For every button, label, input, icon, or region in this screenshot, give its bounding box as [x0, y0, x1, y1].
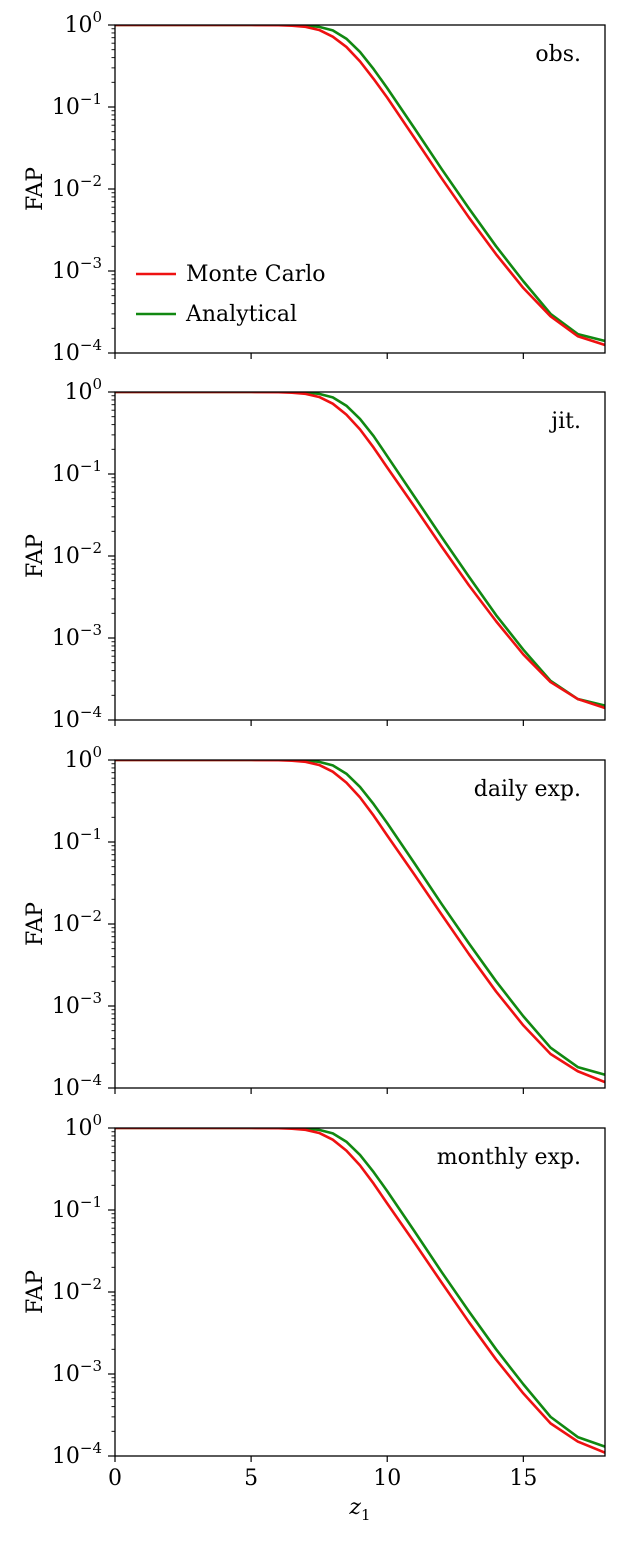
- axes-frame-3: [114, 759, 606, 1089]
- y-axis-label: FAP: [23, 534, 48, 578]
- panel-label: obs.: [535, 42, 581, 67]
- y-tick-label: 10−4: [52, 703, 102, 733]
- y-tick-label: 10−1: [52, 90, 102, 120]
- axes-frame-4: [114, 1127, 606, 1457]
- panel-label: daily exp.: [474, 777, 581, 802]
- y-tick-label: 10−3: [52, 1357, 102, 1387]
- series-line-analytical-2: [115, 392, 605, 707]
- y-tick-label: 10−2: [52, 172, 102, 202]
- y-tick-label: 10−3: [52, 254, 102, 284]
- panel-4: 0 5 10 15 100 10−1 10−2 10−3 10−4 FAP monthly exp.: [23, 1111, 606, 1491]
- x-tick-label: 15: [509, 1466, 537, 1491]
- x-tick-label: 10: [373, 1466, 401, 1491]
- y-tick-label: 10−1: [52, 1193, 102, 1223]
- y-tick-label: 100: [64, 375, 102, 405]
- series-line-analytical-4: [115, 1128, 605, 1448]
- y-tick-label: 100: [64, 1111, 102, 1141]
- y-tick-label: 10−3: [52, 621, 102, 651]
- legend: Monte Carlo Analytical: [136, 262, 326, 327]
- series-line-analytical-1: [115, 25, 605, 343]
- panel-2: 100 10−1 10−2 10−3 10−4 FAP jit.: [23, 375, 606, 733]
- y-tick-label: 10−2: [52, 907, 102, 937]
- y-tick-label: 100: [64, 8, 102, 38]
- series-line-analytical-3: [115, 760, 605, 1077]
- panel-label: monthly exp.: [437, 1145, 581, 1170]
- y-tick-label: 10−4: [52, 1071, 102, 1101]
- y-axis-label: FAP: [23, 167, 48, 211]
- y-tick-label: 10−4: [52, 336, 102, 366]
- panel-1: 100 10−1 10−2 10−3 10−4 FAP obs. Monte Carlo Ana…: [23, 8, 606, 366]
- panel-label: jit.: [548, 409, 581, 434]
- y-tick-label: 10−1: [52, 825, 102, 855]
- x-tick-label: 5: [244, 1466, 258, 1491]
- y-tick-label: 100: [64, 743, 102, 773]
- series-line-monte-carlo-4: [115, 1128, 605, 1454]
- x-tick-label: 0: [108, 1466, 122, 1491]
- axes-frame-2: [114, 391, 606, 721]
- panel-3: 100 10−1 10−2 10−3 10−4 FAP daily exp.: [23, 743, 606, 1101]
- y-tick-label: 10−1: [52, 457, 102, 487]
- y-tick-label: 10−2: [52, 1275, 102, 1305]
- y-tick-label: 10−2: [52, 539, 102, 569]
- legend-label: Monte Carlo: [186, 262, 326, 287]
- y-axis-label: FAP: [23, 902, 48, 946]
- legend-label: Analytical: [185, 302, 297, 327]
- series-line-monte-carlo-3: [115, 760, 605, 1084]
- y-tick-label: 10−3: [52, 989, 102, 1019]
- y-axis-label: FAP: [23, 1270, 48, 1314]
- x-axis-label: z1: [348, 1495, 370, 1524]
- series-line-monte-carlo-1: [115, 25, 605, 347]
- y-tick-label: 10−4: [52, 1439, 102, 1469]
